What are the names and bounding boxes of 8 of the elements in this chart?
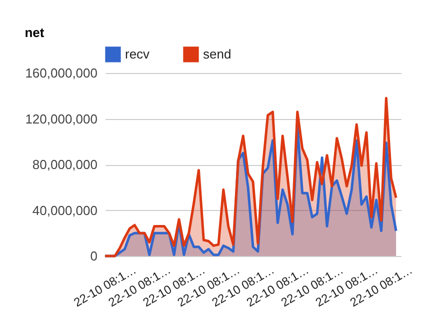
chart-title: net [24,25,45,40]
y-tick-label: 40,000,000 [32,202,98,218]
y-tick-label: 0 [90,248,98,264]
y-tick-label: 80,000,000 [32,157,98,172]
legend-label: recv [125,46,150,62]
y-tick-label: 160,000,000 [25,66,98,80]
y-tick-label: 120,000,000 [25,111,98,126]
legend-label: send [203,46,232,62]
